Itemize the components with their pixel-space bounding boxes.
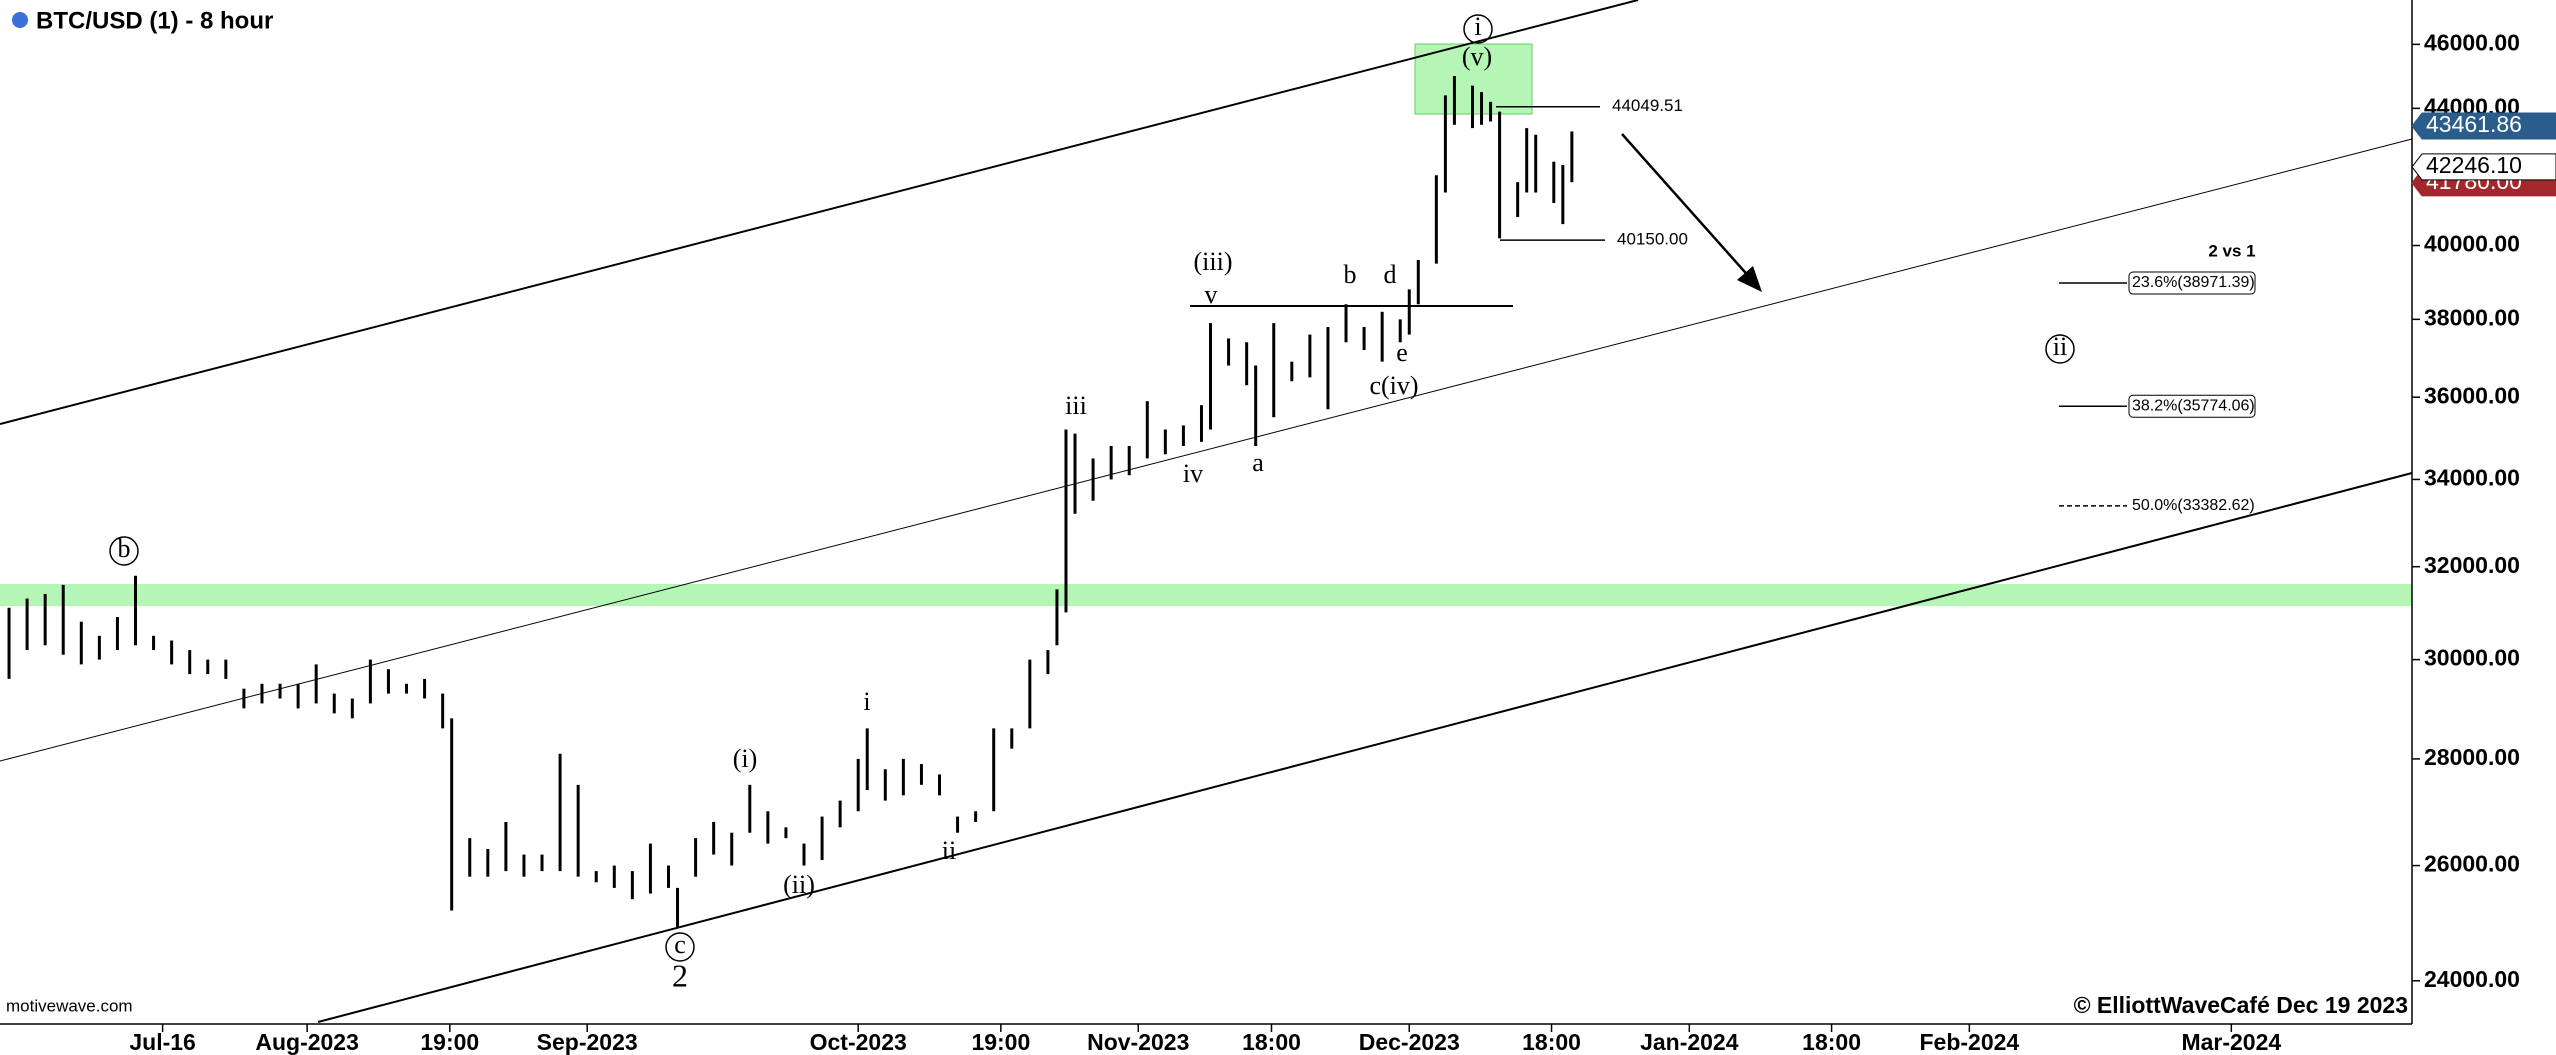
wave-label: 2 <box>672 957 688 993</box>
wave-label: ii <box>942 836 956 865</box>
x-tick-label: 18:00 <box>1802 1029 1861 1055</box>
fib-label: 38.2%(35774.06) <box>2132 397 2255 414</box>
wave-label: (iii) <box>1194 247 1233 276</box>
wave-label: b <box>118 534 131 563</box>
wave-label: iii <box>1065 391 1087 420</box>
wave-label: d <box>1384 260 1397 289</box>
x-tick-label: Feb-2024 <box>1919 1029 2019 1055</box>
wave-label: (i) <box>733 744 758 773</box>
x-tick-label: Aug-2023 <box>255 1029 359 1055</box>
wave-labels: i (v) (iii) v b d e c(iv) iii iv a b (i)… <box>109 12 2075 993</box>
x-tick-label: 18:00 <box>1242 1029 1301 1055</box>
wave-label: c(iv) <box>1369 371 1418 400</box>
wave-label: iv <box>1183 459 1203 488</box>
y-tick-label: 38000.00 <box>2424 304 2520 330</box>
y-tick-label: 26000.00 <box>2424 851 2520 877</box>
trend-line <box>0 0 1639 425</box>
y-tick-label: 30000.00 <box>2424 645 2520 671</box>
price-tag <box>2411 112 2556 140</box>
arrow <box>1621 133 1753 281</box>
x-tick-label: 19:00 <box>971 1029 1030 1055</box>
wave-label: ii <box>2053 332 2067 361</box>
fib-title: 2 vs 1 <box>2208 241 2255 260</box>
x-tick-label: Jul-16 <box>129 1029 195 1055</box>
fib-label: 23.6%(38971.39) <box>2132 274 2255 291</box>
fib-box <box>2128 394 2256 418</box>
x-tick-label: Sep-2023 <box>537 1029 638 1055</box>
x-tick-label: Nov-2023 <box>1087 1029 1189 1055</box>
y-tick-label: 24000.00 <box>2424 966 2520 992</box>
wave-circle <box>665 932 695 962</box>
wave-label: e <box>1396 338 1408 367</box>
y-tick-label: 46000.00 <box>2424 29 2520 55</box>
x-tick-label: Dec-2023 <box>1359 1029 1460 1055</box>
price-tag-label: 43461.86 <box>2426 111 2522 137</box>
wave-label: i <box>863 687 870 716</box>
copyright: © ElliottWaveCafé Dec 19 2023 <box>2074 992 2408 1018</box>
x-tick-label: Jan-2024 <box>1640 1029 1739 1055</box>
x-tick-label: 18:00 <box>1522 1029 1581 1055</box>
wave-label: a <box>1252 448 1264 477</box>
x-tick-label: Oct-2023 <box>810 1029 907 1055</box>
wave-label: c <box>674 930 686 959</box>
wave-label: b <box>1344 260 1357 289</box>
fib-box <box>2128 271 2256 295</box>
y-tick-label: 40000.00 <box>2424 231 2520 257</box>
y-tick-label: 36000.00 <box>2424 382 2520 408</box>
source: motivewave.com <box>6 996 133 1015</box>
symbol-dot <box>12 12 28 28</box>
price-level-label: 40150.00 <box>1617 230 1688 249</box>
fib-label: 50.0%(33382.62) <box>2132 497 2255 514</box>
wave-label: (v) <box>1462 42 1492 71</box>
wave-circle <box>2045 334 2075 364</box>
support-zone <box>0 584 2412 606</box>
wave-label: i <box>1474 12 1481 41</box>
y-tick-label: 28000.00 <box>2424 744 2520 770</box>
arrow-head <box>1737 266 1762 292</box>
trend-line <box>317 472 2413 1023</box>
wave-label: v <box>1205 280 1218 309</box>
wave-circle <box>1463 14 1493 44</box>
trend-line <box>0 138 2413 762</box>
price-level-label: 44049.51 <box>1612 96 1683 115</box>
wave-label: (ii) <box>783 870 815 899</box>
price-tag <box>2411 153 2556 181</box>
y-tick-label: 34000.00 <box>2424 465 2520 491</box>
x-tick-label: 19:00 <box>420 1029 479 1055</box>
y-tick-label: 32000.00 <box>2424 552 2520 578</box>
price-tag-label: 42246.10 <box>2426 152 2522 178</box>
x-tick-label: Mar-2024 <box>2181 1029 2281 1055</box>
wave-circle <box>109 536 139 566</box>
chart-title: BTC/USD (1) - 8 hour <box>36 7 273 34</box>
